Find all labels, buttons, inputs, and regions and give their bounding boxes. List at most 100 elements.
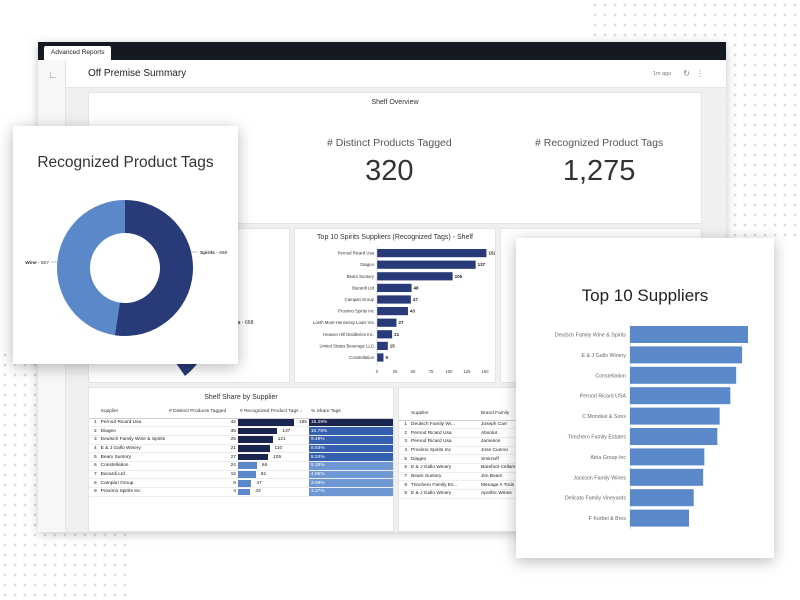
- bar[interactable]: [377, 249, 487, 258]
- y-tick-label: Pernod Ricard Usa: [338, 251, 375, 256]
- table-row[interactable]: 5 Diageo Smirnoff: [399, 454, 549, 464]
- bar[interactable]: [630, 366, 737, 384]
- y-tick-label: Atria Group Inc: [590, 455, 626, 461]
- column-header[interactable]: [399, 408, 409, 421]
- table-row[interactable]: 9 Proximo Spirits Inc 4 43 3.37%: [89, 487, 393, 497]
- tile-title: Shelf Share by Supplier: [204, 394, 278, 401]
- y-tick-label: Jackson Family Wines: [573, 475, 626, 481]
- card-title: Top 10 Suppliers: [581, 286, 709, 305]
- y-tick-label: Deutsch Family Wine & Spirits: [555, 333, 627, 339]
- table-cell: Beam Suntory: [409, 472, 479, 482]
- table-row[interactable]: 4 Proximo Spirits Inc Jose Cuervo: [399, 446, 549, 456]
- column-header[interactable]: [89, 406, 99, 419]
- table-row[interactable]: 8 Trinchero Family Es... Menage A Trois: [399, 480, 549, 490]
- bar[interactable]: [377, 353, 384, 362]
- bar[interactable]: [377, 272, 453, 281]
- bar[interactable]: [377, 307, 408, 316]
- table-cell: 10.75%: [308, 426, 393, 436]
- table-cell: Constellation: [98, 461, 168, 471]
- bar[interactable]: [630, 509, 689, 527]
- bar[interactable]: [630, 428, 718, 445]
- table-row[interactable]: 8 Campari Group 8 47 3.69%: [89, 478, 393, 488]
- donut-slice-spirits[interactable]: [114, 200, 193, 336]
- line-chart-icon[interactable]: ∟: [48, 70, 58, 81]
- table-row[interactable]: 7 Bacardi Ltd 15 62 4.86%: [89, 470, 393, 480]
- tags-bar: [237, 453, 269, 461]
- table-row[interactable]: 5 Beam Suntory 27 105 8.24%: [89, 452, 393, 462]
- bar[interactable]: [377, 260, 476, 269]
- table-row[interactable]: 1 Deutsch Family Wi... Joseph Carr: [399, 420, 549, 430]
- more-vertical-icon[interactable]: ⋮: [696, 69, 704, 78]
- data-label: 9: [385, 355, 388, 360]
- bar[interactable]: [377, 318, 397, 327]
- bar[interactable]: [377, 341, 388, 350]
- bar[interactable]: [377, 330, 393, 339]
- data-label: 27: [398, 320, 404, 325]
- table-row[interactable]: 1 Pernod Ricard Usa 42 195 15.29%: [89, 418, 393, 428]
- bar[interactable]: [630, 489, 694, 507]
- bar[interactable]: [377, 283, 412, 292]
- table-row[interactable]: 7 Beam Suntory Jim Beam: [399, 472, 549, 482]
- table-row[interactable]: 6 Constellation 24 66 5.18%: [89, 461, 393, 471]
- y-tick-label: Bacardi Ltd: [352, 285, 374, 290]
- table-row[interactable]: 3 Deutsch Family Wine & Spirits 25 121 9.49%: [89, 435, 393, 445]
- metric-recognized-tags: # Recognized Product Tags 1,275: [535, 137, 663, 188]
- tab-advanced-reports[interactable]: Advanced Reports: [44, 46, 112, 60]
- y-tick-label: F Korbel & Bros: [589, 516, 627, 522]
- tags-bar: [237, 479, 252, 487]
- bar[interactable]: [377, 295, 411, 304]
- table-cell: 9.49%: [308, 435, 393, 445]
- bar[interactable]: [630, 346, 743, 364]
- bar[interactable]: [630, 387, 731, 405]
- bar[interactable]: [630, 448, 705, 466]
- table-row[interactable]: 3 Pernod Ricard Usa Jameson: [399, 437, 549, 447]
- x-tick-label: 75: [429, 369, 434, 374]
- table-cell: Joseph Carr: [479, 420, 549, 430]
- table-cell: 4: [89, 444, 99, 454]
- shelf-share-tile: Shelf Share by Supplier Supplier # Disti…: [88, 387, 394, 532]
- table-cell: 27: [167, 452, 238, 462]
- data-label: 137: [478, 262, 486, 267]
- y-tick-label: Loeth Moet-Hennessy Louis Vtn: [313, 320, 375, 325]
- table-row[interactable]: 2 Diageo 35 137 10.75%: [89, 426, 393, 436]
- table-cell: Pernod Ricard Usa: [409, 437, 479, 447]
- table-cell: 35: [167, 426, 238, 436]
- column-header[interactable]: # Recognized Product Tags ↓: [237, 406, 309, 419]
- table-cell: 42: [167, 418, 238, 428]
- recognized-tags-donut-chart: Spirits - 668 Wine - 607: [25, 200, 228, 336]
- table-cell: Beam Suntory: [98, 452, 168, 462]
- metric-distinct-products: # Distinct Products Tagged 320: [327, 137, 452, 188]
- column-header[interactable]: Supplier: [409, 408, 479, 421]
- table-cell-bar: 62: [237, 470, 309, 480]
- metric-value: 320: [365, 155, 414, 187]
- table-cell: Menage A Trois: [479, 480, 549, 490]
- bar[interactable]: [630, 326, 748, 343]
- table-cell: 3.69%: [308, 478, 393, 488]
- refresh-icon[interactable]: ↻: [683, 69, 690, 78]
- table-cell: Deutsch Family Wi...: [409, 420, 479, 430]
- table-row[interactable]: 2 Pernod Ricard Usa Absolut: [399, 428, 549, 438]
- bar[interactable]: [630, 468, 704, 486]
- table-cell: 8: [167, 478, 238, 488]
- tags-bar: [237, 462, 257, 470]
- table-cell: E & J Gallo Winery: [409, 489, 479, 499]
- x-tick-label: 100: [445, 369, 453, 374]
- data-label: 48: [414, 285, 420, 290]
- column-header[interactable]: # Distinct Products Tagged: [167, 406, 238, 419]
- bar[interactable]: [630, 407, 720, 425]
- table-cell: Pernod Ricard Usa: [98, 418, 168, 428]
- column-header[interactable]: % Share Tags: [308, 406, 393, 419]
- table-cell-bar: 105: [237, 452, 309, 462]
- table-cell: 5.18%: [308, 461, 393, 471]
- top-spirits-suppliers-tile: Top 10 Spirits Suppliers (Recognized Tag…: [294, 228, 496, 383]
- metric-label: # Recognized Product Tags: [535, 137, 664, 149]
- table-cell: 21: [167, 444, 238, 454]
- column-header[interactable]: Supplier: [98, 406, 168, 419]
- table-cell-bar: 66: [237, 461, 309, 471]
- y-tick-label: C Mondavi & Sons: [582, 414, 626, 420]
- table-cell: 4: [167, 487, 238, 497]
- donut-slice-wine[interactable]: [56, 200, 125, 336]
